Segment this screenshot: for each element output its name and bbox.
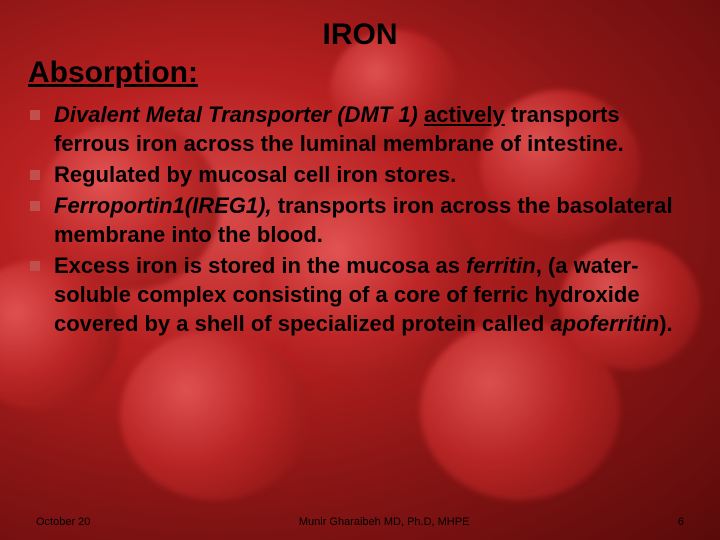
bullet-item: Excess iron is stored in the mucosa as f… [30,251,692,338]
bullet-text-segment: ferritin [466,253,536,278]
bullet-item: Regulated by mucosal cell iron stores. [30,160,692,189]
slide-title: IRON [28,18,692,52]
bullet-text-segment: Excess iron is stored in the mucosa as [54,253,466,278]
slide-content: IRON Absorption: Divalent Metal Transpor… [0,0,720,540]
bullet-list: Divalent Metal Transporter (DMT 1) activ… [28,100,692,338]
bullet-text-segment: Regulated by mucosal cell iron stores. [54,162,456,187]
bullet-text-segment: actively [424,102,505,127]
bullet-text-segment: Ferroportin1(IREG1), [54,193,272,218]
slide-subtitle: Absorption: [28,56,692,90]
bullet-item: Divalent Metal Transporter (DMT 1) activ… [30,100,692,158]
bullet-text-segment: apoferritin [550,311,659,336]
bullet-item: Ferroportin1(IREG1), transports iron acr… [30,191,692,249]
bullet-text-segment: ). [659,311,672,336]
bullet-text-segment: Divalent Metal Transporter (DMT 1) [54,102,418,127]
